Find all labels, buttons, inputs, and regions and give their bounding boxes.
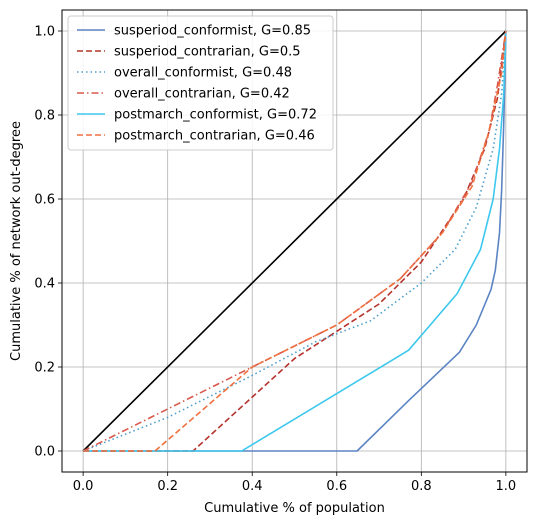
y-tick-label-1: 0.2 <box>34 361 55 376</box>
x-tick-label-1: 0.2 <box>157 479 178 494</box>
y-tick-label-3: 0.6 <box>34 193 55 208</box>
x-tick-label-0: 0.0 <box>73 479 94 494</box>
series-line-5 <box>83 30 507 452</box>
series-line-3 <box>82 30 507 452</box>
legend-label-0: susperiod_conformist, G=0.85 <box>114 24 311 39</box>
x-tick-label-2: 0.4 <box>242 479 263 494</box>
equality-line <box>82 30 507 452</box>
ticks: 0.0 0.2 0.4 0.6 0.8 1.0 0.0 0.2 0.4 0.6 0.8 1.0 <box>34 25 516 495</box>
series-line-2 <box>82 30 507 452</box>
legend: susperiod_conformist, G=0.85 susperiod_co… <box>67 15 334 151</box>
series-line-1 <box>83 30 507 452</box>
equality-line-layer <box>82 30 507 452</box>
series-layer <box>82 30 507 452</box>
legend-label-4: postmarch_conformist, G=0.72 <box>114 108 317 123</box>
y-tick-label-5: 1.0 <box>34 25 55 40</box>
legend-label-5: postmarch_contrarian, G=0.46 <box>114 129 315 144</box>
y-tick-label-4: 0.8 <box>34 109 55 124</box>
x-tick-label-5: 1.0 <box>496 479 517 494</box>
legend-label-2: overall_conformist, G=0.48 <box>114 66 292 81</box>
y-axis-label: Cumulative % of network out-degree <box>9 121 24 361</box>
legend-label-1: susperiod_contrarian, G=0.5 <box>114 45 301 60</box>
y-tick-label-0: 0.0 <box>34 445 55 460</box>
y-tick-label-2: 0.4 <box>34 277 55 292</box>
legend-label-3: overall_contrarian, G=0.42 <box>114 87 290 102</box>
x-tick-label-4: 0.8 <box>411 479 432 494</box>
plot-frame <box>61 9 528 473</box>
x-axis-label: Cumulative % of population <box>204 501 385 516</box>
series-line-4 <box>83 30 507 452</box>
legend-box <box>67 15 334 151</box>
x-tick-label-3: 0.6 <box>326 479 347 494</box>
series-line-0 <box>83 30 507 452</box>
